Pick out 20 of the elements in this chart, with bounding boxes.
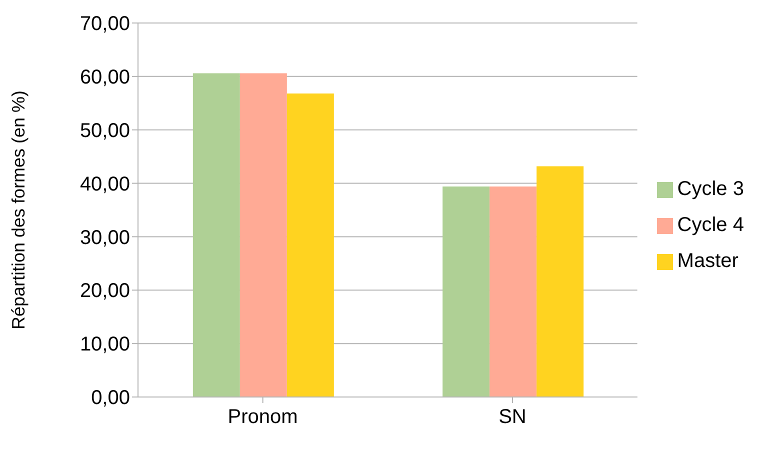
y-tick-label: 70,00 (80, 13, 130, 36)
bar (240, 73, 287, 397)
bar (490, 186, 537, 397)
y-tick-label: 40,00 (80, 173, 130, 196)
bar (536, 166, 584, 397)
bar (286, 94, 334, 397)
y-tick-label: 50,00 (80, 120, 130, 142)
y-tick-label: 10,00 (80, 334, 130, 356)
bar (192, 73, 240, 397)
bar (442, 186, 490, 397)
y-tick-label: 20,00 (80, 280, 130, 302)
x-tick-label: SN (498, 406, 526, 428)
x-tick-label: Pronom (228, 406, 298, 428)
legend-label: Cycle 3 (677, 178, 744, 200)
legend-label: Master (677, 250, 738, 272)
y-tick-label: 30,00 (80, 226, 130, 249)
legend-label: Cycle 4 (677, 214, 744, 236)
y-tick-label: 60,00 (80, 66, 130, 89)
y-tick-label: 0,00 (91, 387, 130, 410)
y-axis-title: Répartition des formes (en %) (8, 90, 28, 330)
